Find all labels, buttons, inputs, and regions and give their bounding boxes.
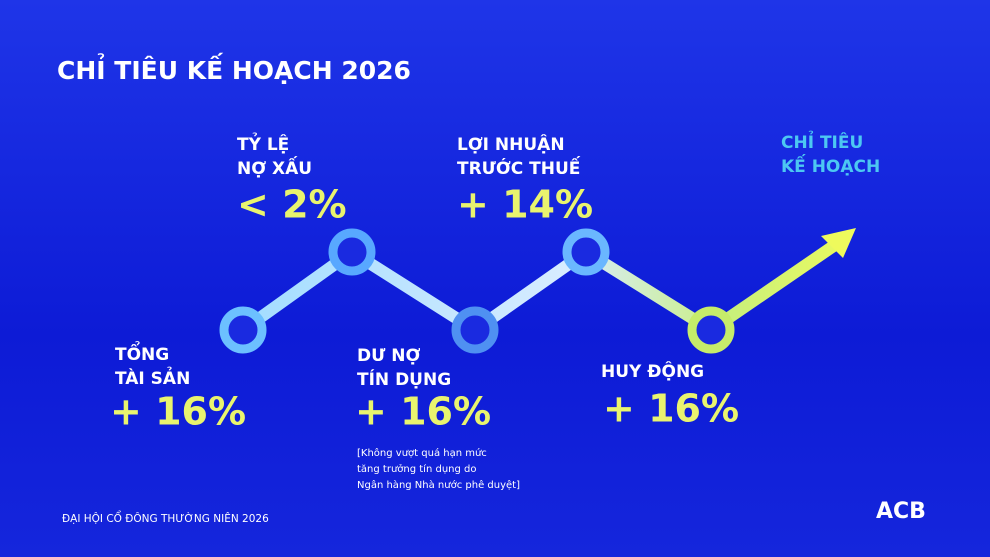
arrow-label: KẾ HOẠCH bbox=[781, 153, 880, 177]
item-label: TỔNG bbox=[115, 340, 169, 365]
node bbox=[562, 228, 610, 276]
item-label: HUY ĐỘNG bbox=[601, 360, 704, 382]
node bbox=[219, 306, 267, 354]
item-label: TÍN DỤNG bbox=[357, 368, 451, 390]
item-value: + 16% bbox=[603, 387, 739, 431]
nodes bbox=[219, 228, 735, 354]
item-note: Ngân hàng Nhà nước phê duyệt] bbox=[357, 479, 520, 491]
item-label: NỢ XẤU bbox=[237, 155, 312, 179]
item-value: + 16% bbox=[110, 390, 246, 434]
logo: ACB bbox=[876, 499, 926, 524]
footer: ĐẠI HỘI CỔ ĐÔNG THƯỜNG NIÊN 2026 bbox=[62, 510, 269, 525]
item-note: [Không vượt quá hạn mức bbox=[357, 447, 487, 459]
item-label: TRƯỚC THUẾ bbox=[457, 155, 581, 179]
title: CHỈ TIÊU KẾ HOẠCH 2026 bbox=[57, 52, 411, 85]
node bbox=[451, 306, 499, 354]
node bbox=[687, 306, 735, 354]
arrow-label: CHỈ TIÊU bbox=[781, 130, 863, 153]
item-value: + 14% bbox=[457, 183, 593, 227]
item-label: LỢI NHUẬN bbox=[457, 133, 565, 155]
item-note: tăng trưởng tín dụng do bbox=[357, 463, 477, 475]
item-value: < 2% bbox=[237, 183, 347, 227]
item-label: TỶ LỆ bbox=[237, 132, 289, 155]
item-label: DƯ NỢ bbox=[357, 346, 420, 366]
arrow-head bbox=[821, 228, 856, 258]
node bbox=[328, 228, 376, 276]
item-value: + 16% bbox=[355, 390, 491, 434]
item-label: TÀI SẢN bbox=[115, 366, 190, 389]
